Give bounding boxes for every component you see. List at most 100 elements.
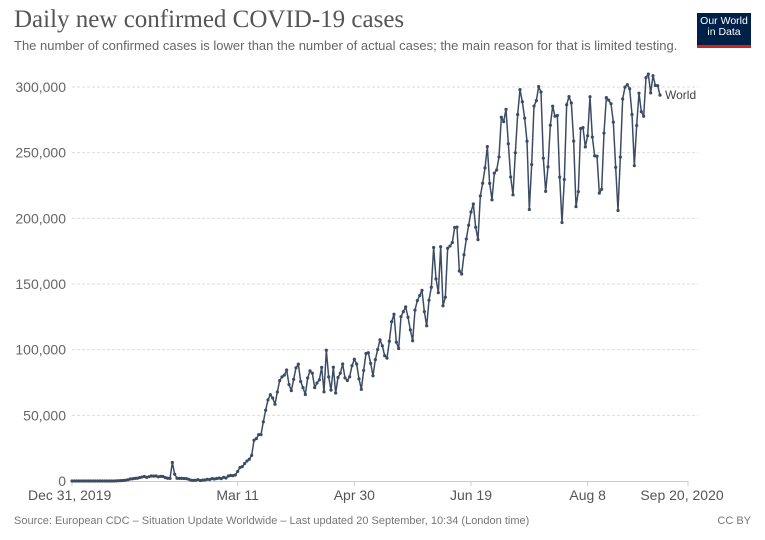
data-point — [331, 365, 335, 369]
data-point — [429, 285, 433, 289]
owid-logo[interactable]: Our World in Data — [697, 13, 751, 48]
data-point — [180, 476, 184, 480]
data-point — [105, 479, 109, 483]
data-point — [324, 348, 328, 352]
data-point — [352, 357, 356, 361]
data-point — [313, 386, 317, 390]
data-point — [434, 277, 438, 281]
data-point — [282, 373, 286, 377]
data-point — [572, 139, 576, 143]
data-point — [79, 479, 83, 483]
data-point — [499, 115, 503, 119]
data-point — [112, 479, 116, 483]
x-tick-label: Mar 11 — [216, 487, 259, 503]
series-world[interactable]: World — [70, 72, 696, 483]
data-point — [495, 168, 499, 172]
data-point — [152, 474, 156, 478]
data-point — [448, 244, 452, 248]
data-point — [530, 163, 534, 167]
data-point — [562, 177, 566, 182]
data-point — [635, 123, 639, 128]
data-point — [525, 139, 529, 143]
data-point — [422, 309, 426, 314]
data-point — [378, 338, 382, 342]
y-tick-label: 200,000 — [15, 210, 66, 226]
source-note[interactable]: Source: European CDC – Situation Update … — [14, 515, 530, 527]
data-point — [413, 308, 417, 312]
x-tick-label: Aug 8 — [569, 487, 606, 503]
data-point — [93, 479, 97, 483]
data-point — [548, 123, 552, 127]
data-point — [404, 305, 408, 309]
data-point — [387, 339, 391, 343]
data-point — [385, 356, 389, 360]
data-point — [590, 135, 594, 139]
data-point — [614, 165, 618, 169]
data-point — [600, 187, 604, 191]
license-label[interactable]: CC BY — [717, 515, 751, 527]
data-point — [348, 375, 352, 379]
data-point — [317, 378, 321, 382]
data-point — [483, 166, 487, 170]
data-point — [345, 378, 349, 383]
data-point — [541, 156, 545, 160]
data-point — [490, 198, 494, 202]
data-point — [257, 433, 261, 437]
data-point — [191, 478, 195, 482]
data-point — [261, 420, 265, 424]
data-point — [651, 74, 655, 78]
data-point — [474, 225, 478, 229]
data-point — [446, 246, 450, 250]
data-point — [464, 237, 468, 241]
data-point — [637, 91, 641, 95]
data-point — [315, 381, 319, 385]
data-point — [273, 402, 277, 406]
data-point — [397, 346, 401, 351]
data-point — [224, 476, 228, 480]
data-point — [462, 253, 466, 257]
data-point — [107, 479, 111, 483]
data-point — [177, 476, 181, 480]
data-point — [159, 474, 163, 479]
data-point — [338, 371, 342, 375]
data-point — [427, 298, 431, 302]
data-point — [481, 181, 485, 185]
data-point — [355, 362, 359, 366]
data-point — [574, 205, 578, 209]
data-point — [565, 103, 569, 107]
data-point — [96, 479, 100, 483]
data-point — [492, 171, 496, 175]
data-point — [149, 474, 153, 478]
data-point — [558, 175, 562, 179]
data-point — [439, 245, 443, 249]
chart-title: Daily new confirmed COVID-19 cases — [14, 6, 405, 33]
data-point — [366, 351, 370, 355]
data-point — [287, 382, 291, 387]
data-point — [334, 391, 338, 395]
data-point — [586, 134, 590, 138]
data-point — [128, 477, 132, 481]
data-point — [182, 476, 186, 481]
data-point — [485, 145, 489, 149]
data-point — [98, 479, 102, 483]
data-point — [86, 479, 90, 483]
data-point — [567, 94, 571, 99]
data-point — [119, 479, 123, 483]
data-point — [117, 479, 121, 483]
data-point — [467, 223, 471, 227]
data-point — [383, 354, 387, 358]
data-point — [341, 362, 345, 366]
data-point — [406, 315, 410, 319]
data-point — [259, 433, 263, 437]
data-point — [649, 91, 653, 95]
data-point — [583, 145, 587, 149]
data-point — [401, 310, 405, 314]
data-point — [509, 175, 513, 179]
data-point — [539, 90, 543, 94]
y-tick-label: 50,000 — [23, 407, 66, 423]
data-point — [219, 477, 223, 481]
data-point — [243, 461, 247, 466]
data-point — [544, 189, 548, 194]
data-point — [607, 98, 611, 102]
data-point — [103, 479, 107, 483]
